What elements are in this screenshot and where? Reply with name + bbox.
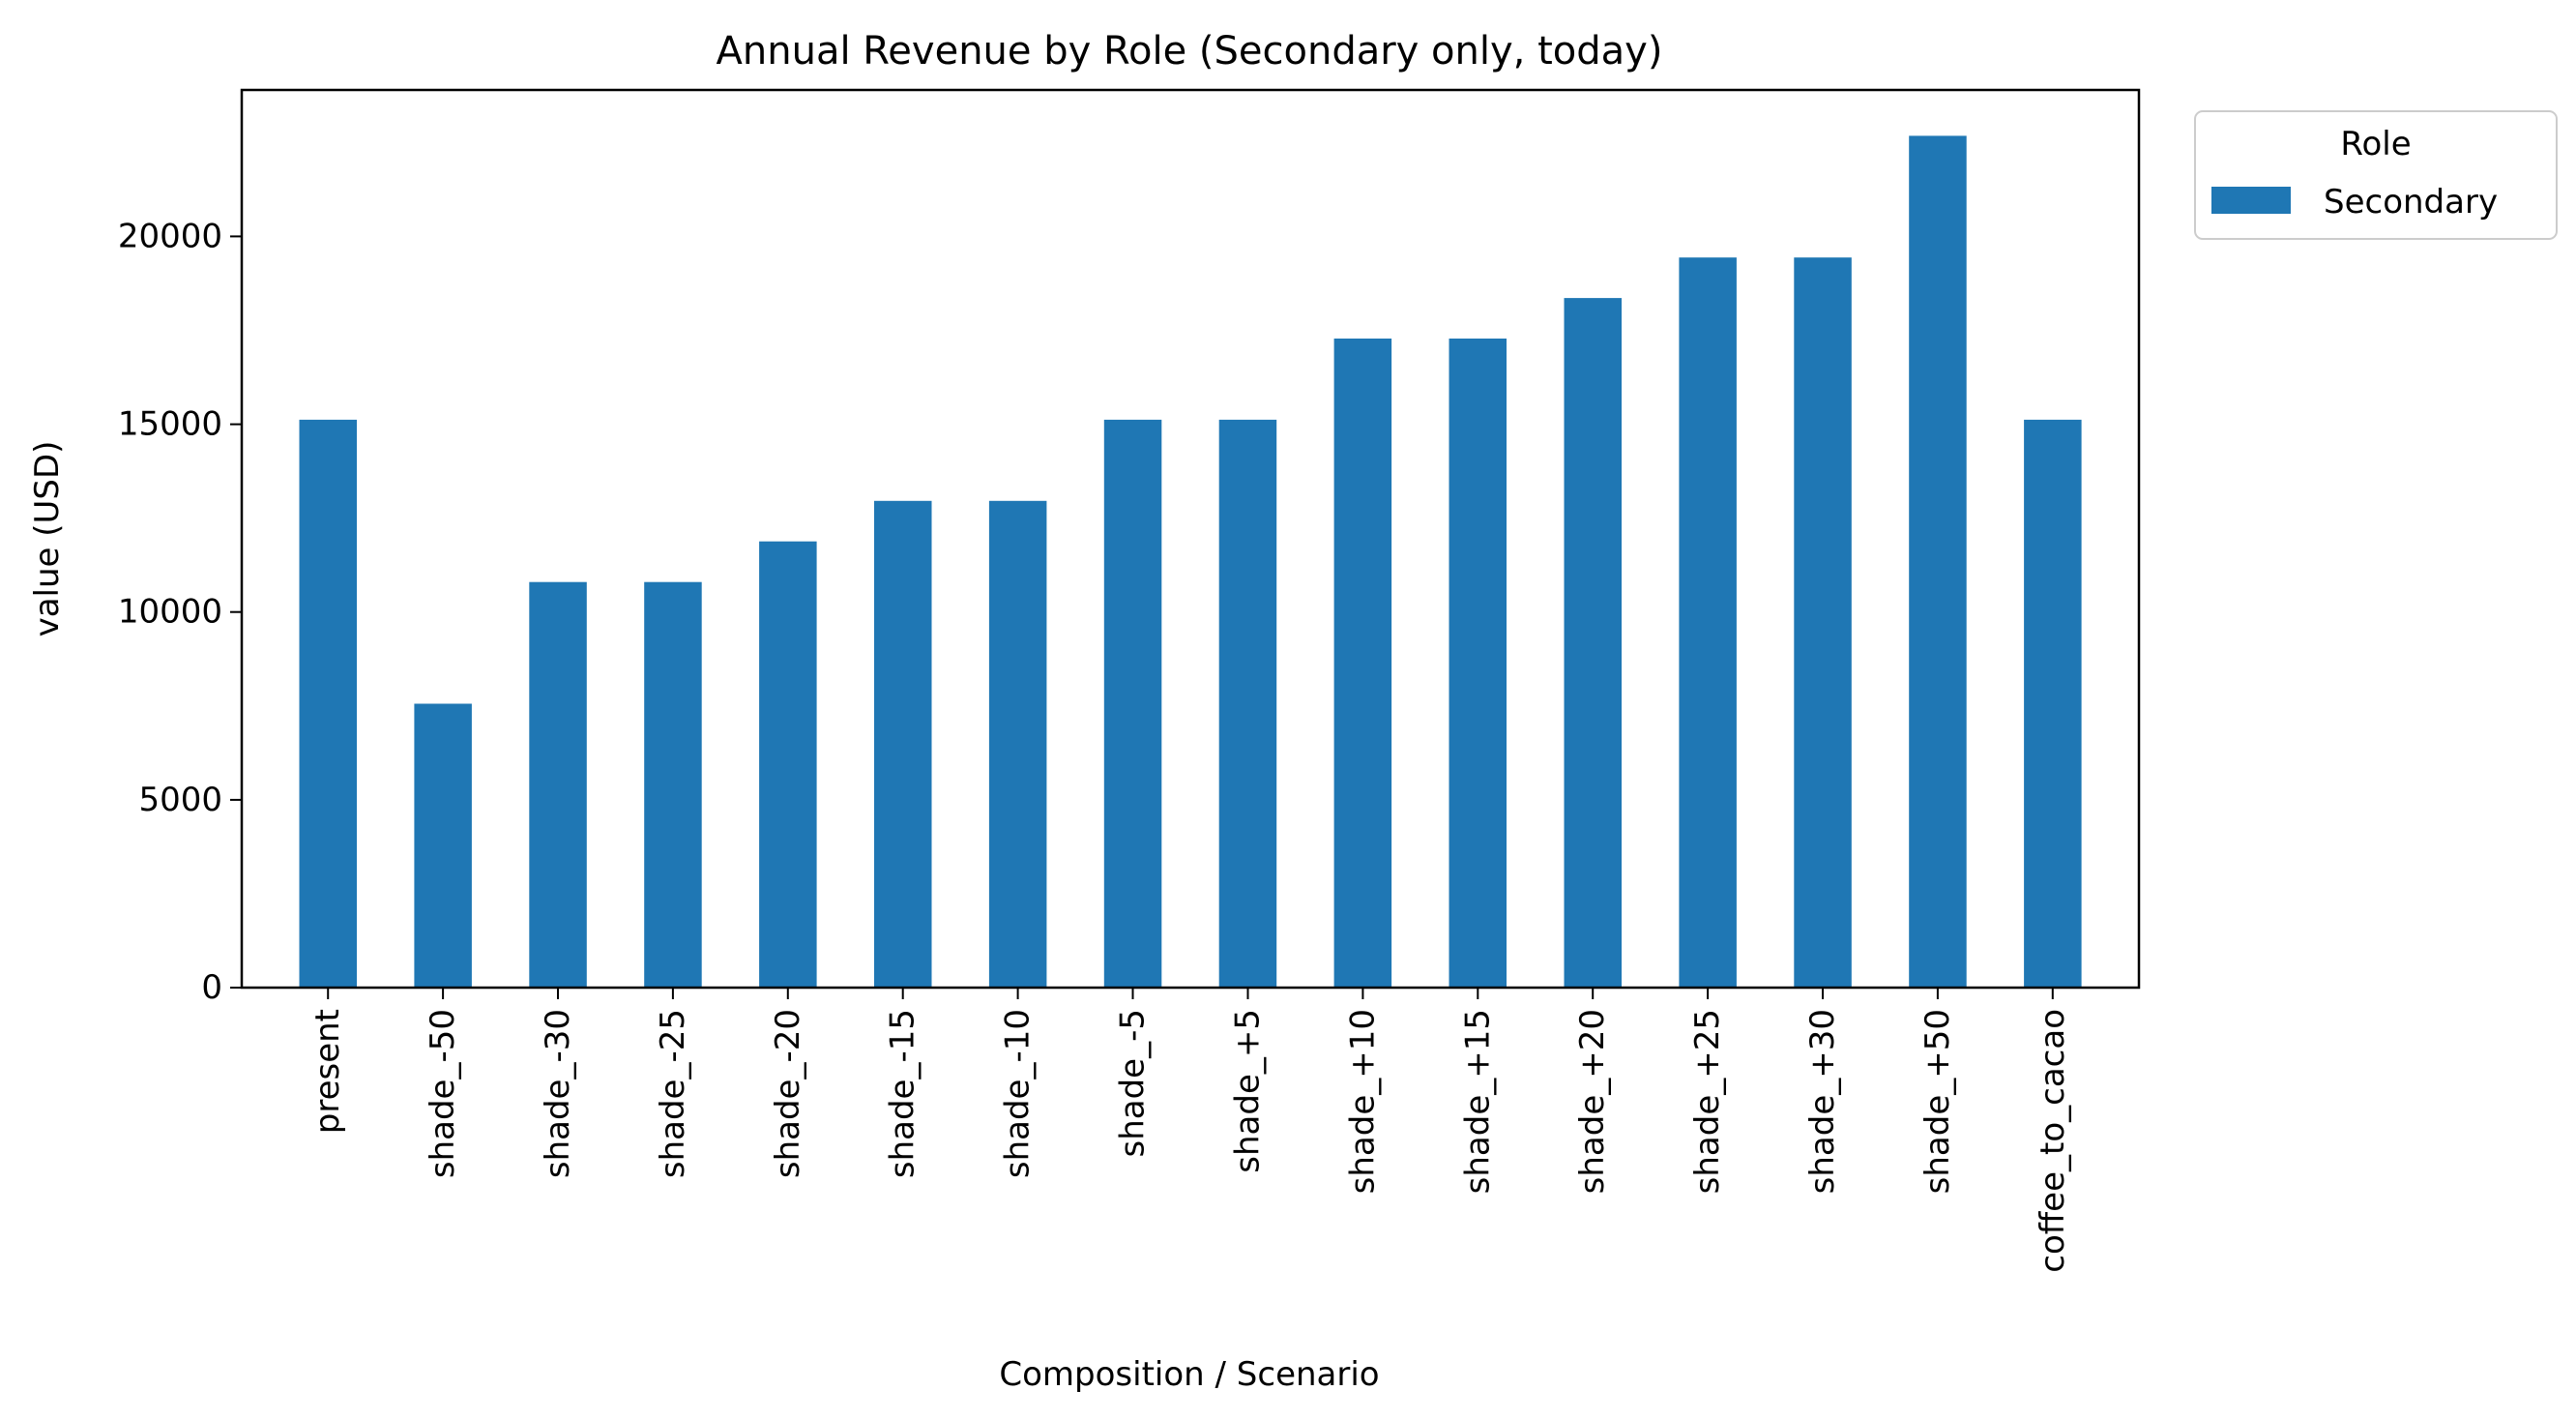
chart-title: Annual Revenue by Role (Secondary only, … — [717, 29, 1663, 74]
y-tick-label: 5000 — [138, 781, 222, 819]
y-tick-label: 15000 — [118, 405, 222, 444]
y-tick-label: 20000 — [118, 217, 222, 255]
bar-present — [299, 419, 357, 988]
bar-shade-15 — [1449, 339, 1507, 988]
bar-shade-25 — [644, 581, 702, 988]
bar-shade-50 — [1909, 135, 1967, 988]
bar-shade-20 — [1564, 298, 1622, 989]
x-tick-label: shade_+25 — [1688, 1009, 1727, 1194]
bar-shade-20 — [759, 541, 817, 988]
legend-title: Role — [2340, 125, 2411, 163]
x-tick-label: shade_-15 — [884, 1009, 922, 1178]
bar-shade-30 — [1794, 257, 1852, 988]
x-tick-label: shade_+20 — [1573, 1009, 1612, 1194]
bar-shade-50 — [414, 703, 472, 988]
legend-label-secondary: Secondary — [2324, 183, 2498, 222]
legend: Role Secondary — [2194, 110, 2558, 240]
x-tick-label: shade_-50 — [424, 1009, 462, 1178]
x-tick-label: shade_+5 — [1229, 1009, 1268, 1173]
legend-swatch-secondary — [2211, 187, 2291, 214]
x-tick-label: shade_+50 — [1918, 1009, 1957, 1194]
x-tick-label: coffee_to_cacao — [2034, 1009, 2072, 1273]
bar-shade-5 — [1103, 419, 1162, 988]
plot-frame — [240, 88, 2141, 990]
bar-shade-30 — [529, 581, 587, 988]
x-tick-label: shade_-10 — [999, 1009, 1038, 1178]
x-tick-label: shade_+30 — [1803, 1009, 1842, 1194]
x-tick-label: shade_-25 — [654, 1009, 692, 1178]
bar-shade-15 — [874, 500, 932, 988]
bar-shade-5 — [1218, 419, 1277, 988]
x-axis-ticks: present shade_-50 shade_-30 shade_-25 shade_… — [308, 988, 2072, 1273]
y-tick-label: 10000 — [118, 593, 222, 632]
x-tick-label: shade_+10 — [1343, 1009, 1382, 1194]
y-tick-label: 0 — [201, 968, 222, 1007]
x-tick-label: shade_-30 — [539, 1009, 577, 1178]
x-tick-label: present — [308, 1009, 347, 1134]
bar-shade-25 — [1679, 257, 1737, 988]
x-tick-label: shade_+15 — [1458, 1009, 1497, 1194]
x-axis-label: Composition / Scenario — [999, 1355, 1379, 1394]
bar-shade-10 — [988, 500, 1047, 988]
y-axis-label: value (USD) — [28, 441, 67, 637]
bars-group — [299, 135, 2082, 989]
y-axis-ticks: 0 5000 10000 15000 20000 — [118, 217, 242, 1007]
bar-shade-10 — [1333, 339, 1392, 988]
x-tick-label: shade_-20 — [769, 1009, 807, 1178]
x-tick-label: shade_-5 — [1114, 1009, 1153, 1158]
bar-coffee-to-cacao — [2024, 419, 2082, 988]
